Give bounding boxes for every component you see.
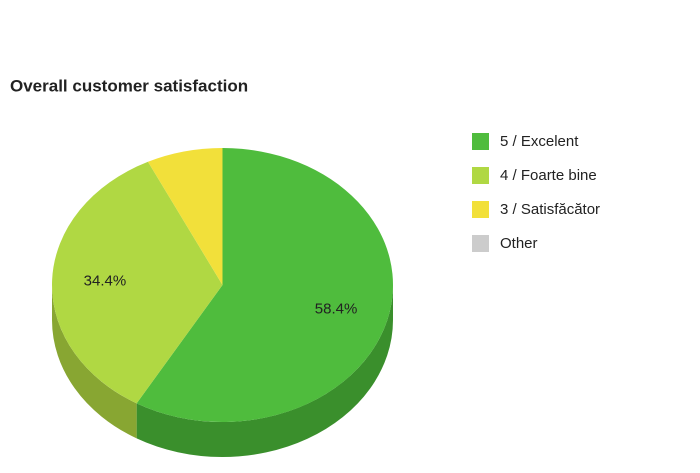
legend-swatch bbox=[472, 167, 489, 184]
legend-label: 3 / Satisfăcător bbox=[500, 201, 600, 218]
legend-swatch bbox=[472, 201, 489, 218]
legend-label: 5 / Excelent bbox=[500, 133, 579, 150]
pie-slice bbox=[136, 148, 394, 423]
legend-swatch bbox=[472, 235, 489, 252]
pie-side bbox=[136, 285, 393, 457]
data-label: 34.4% bbox=[84, 272, 127, 289]
chart-title: Overall customer satisfaction bbox=[10, 76, 248, 95]
pie-side bbox=[52, 285, 137, 439]
legend-label: 4 / Foarte bine bbox=[500, 167, 597, 184]
pie-slice bbox=[147, 148, 223, 285]
pie-slice bbox=[52, 161, 223, 404]
data-label: 58.4% bbox=[315, 301, 358, 318]
legend-label: Other bbox=[500, 235, 538, 252]
legend-swatch bbox=[472, 133, 489, 150]
